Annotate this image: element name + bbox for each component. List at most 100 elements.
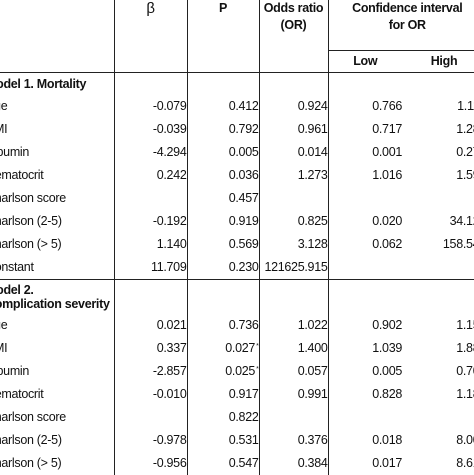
- cell-p-value: 0.025: [225, 364, 255, 378]
- cell-beta: -0.956: [114, 452, 187, 475]
- table-body: Model 1. MortalityAge-0.0790.4120.9240.7…: [0, 72, 474, 475]
- cell-beta-value: -0.079: [153, 99, 187, 113]
- cell-odds-ratio-value: 3.128: [298, 237, 328, 251]
- cell-p-value: 0.792: [229, 122, 259, 136]
- cell-beta: [114, 187, 187, 210]
- header-ci-line-2: for OR: [329, 17, 474, 34]
- cell-odds-ratio: 3.128: [259, 233, 328, 256]
- cell-ci-low: 0.005: [328, 360, 402, 383]
- cell-p: 0.412: [187, 95, 259, 118]
- cell-p: 0.036: [187, 164, 259, 187]
- cell-beta: 0.242: [114, 164, 187, 187]
- cell-p-value: 0.027: [225, 341, 255, 355]
- cell-odds-ratio-value: 0.014: [298, 145, 328, 159]
- cell-p-value: 0.412: [229, 99, 259, 113]
- cell-variable: Charlson (2-5): [0, 429, 114, 452]
- cell-odds-ratio: 0.991: [259, 383, 328, 406]
- cell-ci-high: 1.187: [402, 383, 474, 406]
- cell-variable: BMI: [0, 337, 114, 360]
- cell-p-value: 0.230: [229, 260, 259, 274]
- cell-ci-low: 0.001: [328, 141, 402, 164]
- cell-variable: Charlson (2-5): [0, 210, 114, 233]
- section-empty-cell: [187, 279, 259, 314]
- cell-beta-value: -0.039: [153, 122, 187, 136]
- cell-ci-high: 1.158: [402, 314, 474, 337]
- cell-ci-low-value: 0.766: [372, 99, 402, 113]
- cell-ci-high: 0.272: [402, 141, 474, 164]
- cell-beta: -0.978: [114, 429, 187, 452]
- cell-odds-ratio-value: 0.376: [298, 433, 328, 447]
- header-odds-ratio-line-2: (OR): [260, 17, 328, 34]
- cell-beta: -0.192: [114, 210, 187, 233]
- cell-beta: 0.021: [114, 314, 187, 337]
- cell-odds-ratio-value: 0.384: [298, 456, 328, 470]
- cell-beta-value: 0.021: [157, 318, 187, 332]
- cell-p: 0.822: [187, 406, 259, 429]
- cell-variable: Charlson score: [0, 406, 114, 429]
- cell-odds-ratio: 0.057: [259, 360, 328, 383]
- table-row: Charlson score 0.822: [0, 406, 474, 429]
- cell-odds-ratio: 1.400: [259, 337, 328, 360]
- cell-odds-ratio-value: 0.991: [298, 387, 328, 401]
- cell-beta-value: 0.242: [157, 168, 187, 182]
- cell-beta: [114, 406, 187, 429]
- cell-odds-ratio: 0.961: [259, 118, 328, 141]
- cell-variable: Charlson (> 5): [0, 452, 114, 475]
- cell-p: 0.736: [187, 314, 259, 337]
- cell-ci-low: [328, 187, 402, 210]
- cell-variable: Hematocrit: [0, 383, 114, 406]
- header-variable: [0, 0, 114, 72]
- header-ci-line-1: Confidence interval: [329, 0, 474, 17]
- cell-p: 0.005: [187, 141, 259, 164]
- cell-variable-value: Hematocrit: [0, 387, 43, 401]
- cell-ci-high-value: 1.158: [456, 318, 474, 332]
- cell-beta: 11.709: [114, 256, 187, 280]
- cell-p: 0.230: [187, 256, 259, 280]
- cell-ci-high: [402, 187, 474, 210]
- cell-p-value: 0.005: [229, 145, 259, 159]
- cell-variable: Age: [0, 314, 114, 337]
- cell-variable-value: Constant: [0, 260, 34, 274]
- cell-variable-value: Charlson score: [0, 410, 66, 424]
- cell-ci-high: 1.116: [402, 95, 474, 118]
- cell-variable-value: Albumin: [0, 364, 29, 378]
- cell-beta-value: -0.956: [153, 456, 187, 470]
- cell-odds-ratio: [259, 187, 328, 210]
- cell-beta-value: 1.140: [157, 237, 187, 251]
- section-empty-cell: [114, 279, 187, 314]
- cell-variable-value: Albumin: [0, 145, 29, 159]
- cell-odds-ratio: 1.273: [259, 164, 328, 187]
- cell-ci-low: [328, 406, 402, 429]
- cell-p: 0.531: [187, 429, 259, 452]
- cell-odds-ratio: 1.022: [259, 314, 328, 337]
- cell-beta-value: -0.978: [153, 433, 187, 447]
- cell-ci-low-value: 0.062: [372, 237, 402, 251]
- cell-beta: -2.857: [114, 360, 187, 383]
- cell-ci-high: 1.288: [402, 118, 474, 141]
- cell-ci-high: 158.545: [402, 233, 474, 256]
- cell-odds-ratio-value: 0.961: [298, 122, 328, 136]
- section-empty-cell: [259, 279, 328, 314]
- section-title-line: Model 1. Mortality: [0, 77, 114, 91]
- cell-ci-low: 1.016: [328, 164, 402, 187]
- cell-beta: -0.079: [114, 95, 187, 118]
- cell-beta: 0.337: [114, 337, 187, 360]
- cell-ci-low-value: 0.717: [372, 122, 402, 136]
- cell-odds-ratio: 0.014: [259, 141, 328, 164]
- cell-ci-high-value: 0.704: [456, 364, 474, 378]
- cell-ci-high: [402, 406, 474, 429]
- cell-p-value: 0.457: [229, 191, 259, 205]
- cell-odds-ratio: 121625.915: [259, 256, 328, 280]
- cell-ci-low: 0.017: [328, 452, 402, 475]
- cell-p-value: 0.569: [229, 237, 259, 251]
- section-empty-cell: [187, 72, 259, 95]
- cell-ci-high-value: 8.003: [456, 433, 474, 447]
- cell-beta-value: 0.337: [157, 341, 187, 355]
